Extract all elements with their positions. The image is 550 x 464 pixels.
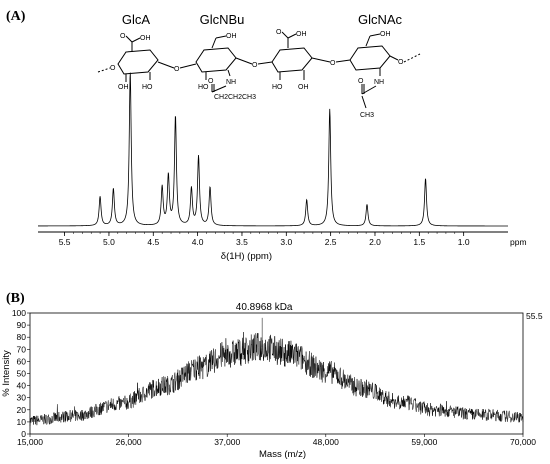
ms-y-tick-label: 60 (17, 356, 27, 366)
ring-glca-2 (271, 47, 313, 73)
atom-o-glca: O (120, 33, 126, 40)
atom-ho-glcnbu: HO (198, 84, 209, 91)
ms-right-scale: 55.5 (526, 311, 543, 321)
ms-y-tick-label: 0 (21, 429, 26, 439)
residue-label-glcnac: GlcNAc (358, 12, 403, 27)
ring-glcnbu (195, 47, 237, 73)
atom-o-glca-left: O (110, 65, 116, 72)
atom-methyl-glcnac: CH3 (360, 112, 374, 119)
ms-y-tick-label: 50 (17, 369, 27, 379)
panel-a-label: (A) (6, 9, 26, 24)
ms-x-tick-label: 59,000 (411, 437, 437, 447)
bond-glca2-cooh-oh (287, 33, 297, 39)
bond-glcnac-methyl (361, 95, 367, 109)
bond-chain-left (97, 67, 111, 73)
bond-glcnbu-o4 (179, 63, 197, 69)
ms-y-tick-label: 40 (17, 381, 27, 391)
atom-o-glcnbu-carbonyl: O (208, 78, 214, 85)
ms-y-tick-label: 80 (17, 332, 27, 342)
atom-oh-glca2: OH (298, 84, 309, 91)
atom-oh-glcnbu: OH (226, 33, 237, 40)
ms-y-tick-label: 90 (17, 320, 27, 330)
nmr-x-axis-title: δ(1H) (ppm) (221, 251, 272, 262)
nmr-x-unit: ppm (510, 237, 527, 247)
ms-x-tick-label: 70,000 (510, 437, 536, 447)
atom-o-glcnac-carbonyl: O (358, 78, 364, 85)
atom-o-link-1: O (174, 66, 180, 73)
nmr-tick-label: 5.5 (59, 237, 71, 247)
bond-glycosidic-3 (311, 57, 331, 63)
residue-label-glcnbu: GlcNBu (200, 12, 245, 27)
nmr-tick-label: 4.0 (192, 237, 204, 247)
atom-o-link-2: O (252, 62, 258, 69)
atom-oh-glca-cooh: OH (140, 35, 151, 42)
ms-trace (29, 317, 524, 427)
atom-butyryl-chain: CH2CH2CH3 (214, 94, 256, 101)
bond-glcnbu-c6 (211, 37, 217, 49)
nmr-tick-label: 1.5 (413, 237, 425, 247)
atom-ho-glca: HO (142, 84, 153, 91)
nmr-x-ticks: 5.5 5.0 4.5 4.0 3.5 3.0 2.5 2.0 1.5 1.0 (59, 232, 470, 247)
ms-y-tick-label: 70 (17, 344, 27, 354)
nmr-trace (38, 72, 508, 227)
mass-spectrum-chart: 15,000 26,000 37,000 48,000 59,000 70,000 0 10… (1, 302, 543, 460)
nmr-tick-label: 5.0 (103, 237, 115, 247)
atom-ho-glca2: HO (272, 84, 283, 91)
bond-glcnbu-oh (215, 35, 227, 39)
bond-glca-cooh-o (125, 35, 133, 43)
nmr-spectrum-chart: 5.5 5.0 4.5 4.0 3.5 3.0 2.5 2.0 1.5 1.0 ppm δ(1H)… (38, 72, 527, 262)
ms-x-ticks: 15,000 26,000 37,000 48,000 59,000 70,000 (17, 434, 536, 447)
atom-o-glcnac-right: O (398, 59, 404, 66)
bond-chain-right (403, 53, 421, 63)
ms-peak-label: 40.8968 kDa (236, 302, 293, 313)
tetrasaccharide-structure (97, 31, 421, 109)
bond-glca2-cooh-o (281, 31, 289, 39)
bond-glca-cooh-oh (131, 37, 141, 43)
panel-b-label: (B) (6, 291, 25, 306)
atom-oh-glca: OH (118, 84, 129, 91)
atom-nh-glcnbu: NH (226, 79, 236, 86)
ms-y-axis-title: % Intensity (1, 350, 12, 397)
bond-glcnac-c6 (365, 35, 371, 47)
bond-glcnac-o1 (389, 55, 399, 61)
atom-oh-glca2-cooh: OH (296, 31, 307, 38)
nmr-tick-label: 1.0 (458, 237, 470, 247)
residue-label-glca: GlcA (122, 12, 151, 27)
nmr-tick-label: 4.5 (147, 237, 159, 247)
ms-y-tick-label: 20 (17, 405, 27, 415)
ms-x-tick-label: 15,000 (17, 437, 43, 447)
bond-glca2-o4 (257, 61, 273, 65)
atom-nh-glcnac: NH (374, 79, 384, 86)
nmr-tick-label: 3.5 (236, 237, 248, 247)
bond-glcnbu-n (227, 69, 231, 77)
bond-glcnac-o4 (335, 59, 351, 63)
nmr-tick-label: 2.5 (325, 237, 337, 247)
bond-glcnac-oh (369, 33, 381, 37)
atom-o-link-3: O (330, 60, 336, 67)
ms-x-tick-label: 37,000 (214, 437, 240, 447)
ms-x-tick-label: 48,000 (313, 437, 339, 447)
ms-y-ticks: 0 10 20 30 40 50 60 70 80 90 100 (12, 308, 30, 439)
bond-glycosidic-1 (157, 61, 175, 69)
ms-y-tick-label: 10 (17, 417, 27, 427)
atom-o-glca2: O (276, 29, 282, 36)
ms-x-tick-label: 26,000 (116, 437, 142, 447)
nmr-tick-label: 3.0 (280, 237, 292, 247)
ring-glca (117, 49, 159, 75)
ms-x-axis-title: Mass (m/z) (259, 449, 306, 460)
atom-labels: O OH O OH HO O OH HO NH O CH2CH2CH3 O O … (110, 29, 404, 119)
ms-y-tick-label: 100 (12, 308, 26, 318)
bond-glycosidic-2 (235, 57, 253, 65)
atom-oh-glcnac: OH (380, 31, 391, 38)
ms-y-tick-label: 30 (17, 393, 27, 403)
ring-glcnac (349, 45, 391, 71)
nmr-tick-label: 2.0 (369, 237, 381, 247)
